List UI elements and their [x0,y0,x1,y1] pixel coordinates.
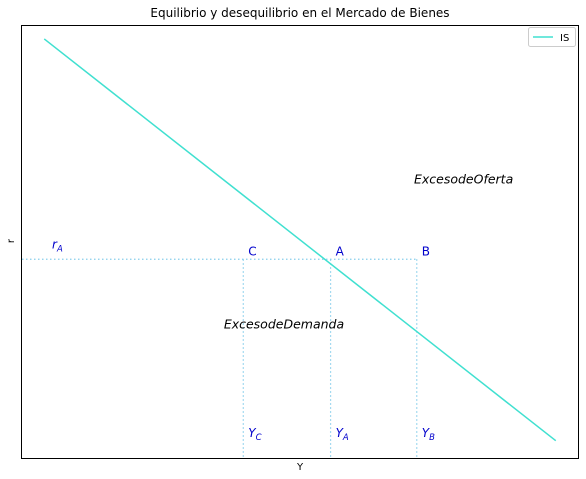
plot-area [21,25,579,459]
region-label-excess-demand: ExcesodeDemanda [224,316,344,331]
labels-layer: C A BrA YC YA YB ExcesodeOferta ExcesodeDemanda [52,172,513,443]
legend: IS [528,27,576,47]
x-axis-label: Y [296,462,304,473]
y-marker-c: YC [248,426,261,443]
point-label-a: A [336,244,345,258]
legend-label-is: IS [560,33,569,44]
series-layer [43,38,557,442]
y-marker-a: YA [336,426,349,443]
region-label-excess-supply: ExcesodeOferta [414,172,513,187]
r-a-label: rA [52,237,63,254]
series-line-is [43,38,557,442]
point-label-c: C [248,244,256,258]
y-axis-label: r [6,238,17,243]
point-label-b: B [422,244,430,258]
chart-title: Equilibrio y desequilibrio en el Mercado… [150,6,449,20]
y-marker-b: YB [422,426,435,443]
guide-lines [22,258,418,458]
